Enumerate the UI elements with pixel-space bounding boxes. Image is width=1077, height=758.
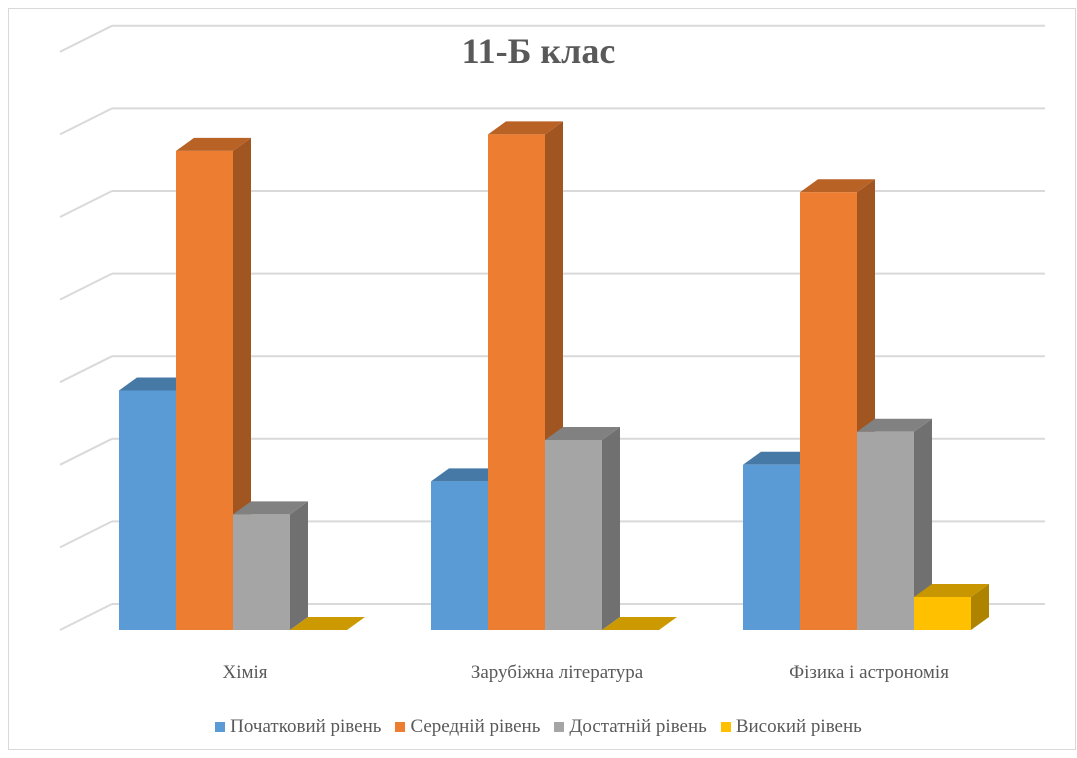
legend-swatch-2 — [554, 722, 565, 732]
bar-top-2-1 — [545, 427, 620, 441]
bar-2-2 — [857, 431, 914, 630]
bar-top-3-2 — [914, 583, 989, 597]
bar-1-1 — [488, 134, 545, 630]
bar-side-3-2 — [971, 583, 989, 630]
gridline-side-2 — [59, 437, 113, 466]
bar-0-1 — [431, 481, 488, 630]
bar-top-0-2 — [743, 451, 818, 465]
bar-top-0-0 — [119, 377, 194, 391]
legend-label-2: Достатній рівень — [569, 716, 707, 737]
bar-2-1 — [545, 440, 602, 630]
legend-item-2: Достатній рівень — [554, 716, 707, 738]
legend-swatch-3 — [720, 722, 731, 732]
legend-item-0: Початковий рівень — [215, 716, 381, 738]
bar-3-2 — [914, 596, 971, 630]
bar-top-3-1 — [602, 617, 677, 630]
legend-label-0: Початковий рівень — [230, 716, 382, 737]
bar-top-2-0 — [233, 501, 308, 515]
gridline-side-3 — [59, 355, 113, 384]
bar-top-3-0 — [290, 617, 365, 630]
legend-item-1: Середній рівень — [395, 716, 540, 738]
chart-title: 11-Б клас — [461, 31, 616, 71]
legend-swatch-1 — [395, 722, 406, 732]
bar-top-2-2 — [857, 418, 932, 432]
gridline-side-4 — [59, 272, 113, 301]
x-tick-label-2: Фізика і астрономія — [789, 662, 949, 683]
x-tick-label-1: Зарубіжна література — [471, 662, 644, 683]
bar-1-0 — [176, 150, 233, 631]
legend: Початковий рівень Середній рівень Достат… — [0, 716, 1077, 738]
gridline-side-6 — [59, 107, 113, 136]
bar-top-0-1 — [431, 468, 506, 482]
bar-side-2-0 — [290, 501, 308, 630]
gridline-side-1 — [59, 520, 113, 549]
x-tick-label-0: Хімія — [222, 662, 267, 683]
gridline-side-7 — [59, 24, 113, 53]
bar-side-2-2 — [914, 418, 932, 630]
bar-side-2-1 — [602, 427, 620, 630]
bar-2-0 — [233, 514, 290, 630]
bar-top-1-1 — [488, 121, 563, 135]
gridline-side-0 — [59, 603, 113, 631]
bar-top-1-0 — [176, 137, 251, 151]
bar-top-1-2 — [800, 179, 875, 193]
gridline-side-5 — [59, 190, 113, 218]
legend-label-1: Середній рівень — [410, 716, 541, 737]
legend-label-3: Високий рівень — [735, 716, 862, 737]
bar-0-2 — [743, 464, 800, 630]
legend-item-3: Високий рівень — [720, 716, 862, 738]
bar-0-0 — [119, 390, 176, 630]
bar-1-2 — [800, 192, 857, 630]
legend-swatch-0 — [215, 722, 226, 732]
